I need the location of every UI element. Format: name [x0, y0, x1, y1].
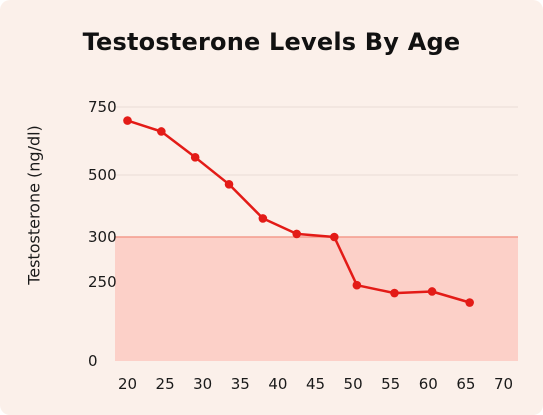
x-tick-label: 25 [156, 375, 175, 393]
x-tick-label: 45 [306, 375, 325, 393]
data-point [352, 280, 362, 290]
x-tick-label: 60 [419, 375, 438, 393]
data-point [190, 153, 200, 162]
x-tick-label: 30 [193, 375, 212, 393]
y-tick-label: 300 [88, 228, 117, 246]
y-tick-label: 750 [88, 98, 117, 116]
data-point [330, 232, 339, 242]
low-range-region [115, 237, 518, 361]
x-tick-label: 50 [344, 375, 363, 393]
data-point [123, 116, 132, 125]
y-tick-label: 250 [88, 273, 117, 291]
x-tick-label: 20 [118, 375, 137, 393]
data-point [427, 287, 437, 296]
x-tick-label: 55 [381, 375, 400, 393]
x-tick-label: 65 [456, 375, 475, 393]
data-point [258, 214, 268, 223]
data-point [224, 180, 234, 189]
data-point [465, 298, 474, 307]
chart-title: Testosterone Levels By Age [82, 28, 461, 56]
x-tick-label: 70 [494, 375, 513, 393]
y-tick-label: 500 [88, 166, 117, 184]
x-tick-label: 40 [268, 375, 287, 393]
x-tick-label: 35 [231, 375, 250, 393]
data-point [390, 288, 399, 298]
data-point [292, 229, 302, 239]
data-point [157, 127, 166, 136]
y-tick-label: 0 [88, 352, 98, 370]
